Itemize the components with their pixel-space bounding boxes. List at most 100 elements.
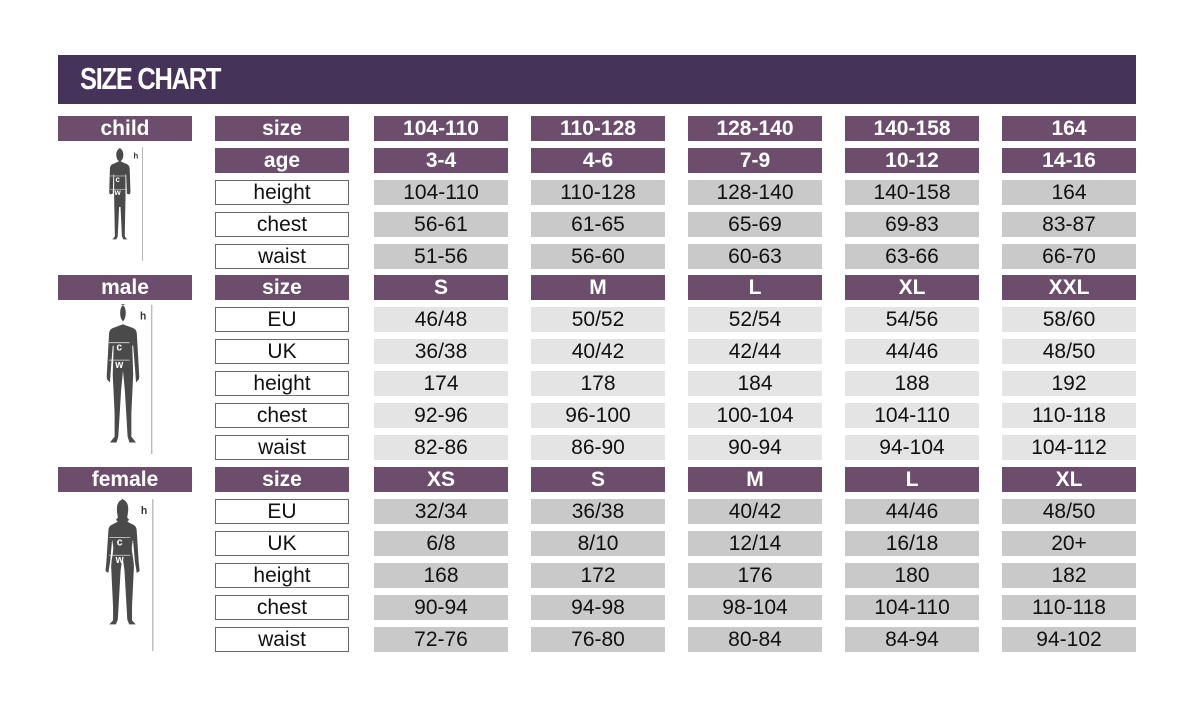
section-label-female: female: [58, 467, 192, 492]
chest-marker-label: c: [117, 536, 123, 548]
size-header-cell: S: [374, 275, 508, 300]
row-label-chest: chest: [215, 403, 349, 428]
value-cell: 184: [688, 371, 822, 396]
row-label-waist: waist: [215, 435, 349, 460]
value-cell: 98-104: [688, 595, 822, 620]
size-header-cell: M: [531, 275, 665, 300]
value-cell: 40/42: [688, 499, 822, 524]
value-cell: 8/10: [531, 531, 665, 556]
title-bar: SIZE CHART: [58, 55, 1136, 104]
size-header-cell: S: [531, 467, 665, 492]
size-header-cell: 140-158: [845, 116, 979, 141]
size-header-cell: 104-110: [374, 116, 508, 141]
value-cell: 36/38: [374, 339, 508, 364]
value-cell: 50/52: [531, 307, 665, 332]
value-cell: 32/34: [374, 499, 508, 524]
waist-marker-label: w: [114, 188, 122, 197]
size-header-cell: XL: [845, 275, 979, 300]
height-marker-label: h: [141, 505, 147, 517]
row-label-chest: chest: [215, 212, 349, 237]
value-cell: 60-63: [688, 244, 822, 269]
value-cell: 94-102: [1002, 627, 1136, 652]
size-header-cell: 10-12: [845, 148, 979, 173]
value-cell: 188: [845, 371, 979, 396]
value-cell: 86-90: [531, 435, 665, 460]
value-cell: 128-140: [688, 180, 822, 205]
value-cell: 178: [531, 371, 665, 396]
size-header-cell: 164: [1002, 116, 1136, 141]
value-cell: 52/54: [688, 307, 822, 332]
value-cell: 61-65: [531, 212, 665, 237]
waist-marker-label: w: [114, 360, 124, 371]
row-label-size: size: [215, 116, 349, 141]
value-cell: 56-61: [374, 212, 508, 237]
value-cell: 65-69: [688, 212, 822, 237]
row-label-height: height: [215, 371, 349, 396]
value-cell: 83-87: [1002, 212, 1136, 237]
height-marker-label: h: [133, 151, 138, 160]
value-cell: 76-80: [531, 627, 665, 652]
row-label-eu: EU: [215, 499, 349, 524]
size-header-cell: XL: [1002, 467, 1136, 492]
waist-marker-label: w: [115, 554, 125, 566]
value-cell: 90-94: [688, 435, 822, 460]
value-cell: 100-104: [688, 403, 822, 428]
value-cell: 48/50: [1002, 339, 1136, 364]
value-cell: 63-66: [845, 244, 979, 269]
row-label-waist: waist: [215, 627, 349, 652]
value-cell: 48/50: [1002, 499, 1136, 524]
value-cell: 110-128: [531, 180, 665, 205]
value-cell: 104-110: [374, 180, 508, 205]
value-cell: 66-70: [1002, 244, 1136, 269]
row-label-height: height: [215, 563, 349, 588]
value-cell: 140-158: [845, 180, 979, 205]
size-header-cell: 110-128: [531, 116, 665, 141]
value-cell: 6/8: [374, 531, 508, 556]
value-cell: 192: [1002, 371, 1136, 396]
row-label-size: size: [215, 275, 349, 300]
size-header-cell: L: [688, 275, 822, 300]
value-cell: 110-118: [1002, 595, 1136, 620]
value-cell: 44/46: [845, 499, 979, 524]
value-cell: 80-84: [688, 627, 822, 652]
female-silhouette-icon: h cw: [105, 498, 154, 652]
row-label-eu: EU: [215, 307, 349, 332]
row-label-age: age: [215, 148, 349, 173]
size-header-cell: 128-140: [688, 116, 822, 141]
page-title: SIZE CHART: [80, 61, 221, 96]
size-header-cell: L: [845, 467, 979, 492]
value-cell: 72-76: [374, 627, 508, 652]
value-cell: 44/46: [845, 339, 979, 364]
size-header-cell: 3-4: [374, 148, 508, 173]
size-header-cell: 7-9: [688, 148, 822, 173]
chest-marker-label: c: [116, 342, 122, 353]
value-cell: 16/18: [845, 531, 979, 556]
male-silhouette-icon: h cw: [106, 303, 153, 455]
value-cell: 104-110: [845, 403, 979, 428]
value-cell: 84-94: [845, 627, 979, 652]
row-label-waist: waist: [215, 244, 349, 269]
size-header-cell: 4-6: [531, 148, 665, 173]
value-cell: 82-86: [374, 435, 508, 460]
row-label-uk: UK: [215, 339, 349, 364]
value-cell: 96-100: [531, 403, 665, 428]
value-cell: 104-110: [845, 595, 979, 620]
section-label-child: child: [58, 116, 192, 141]
value-cell: 58/60: [1002, 307, 1136, 332]
value-cell: 94-98: [531, 595, 665, 620]
row-label-chest: chest: [215, 595, 349, 620]
height-marker-label: h: [140, 311, 146, 322]
value-cell: 51-56: [374, 244, 508, 269]
value-cell: 110-118: [1002, 403, 1136, 428]
value-cell: 12/14: [688, 531, 822, 556]
value-cell: 174: [374, 371, 508, 396]
value-cell: 36/38: [531, 499, 665, 524]
value-cell: 54/56: [845, 307, 979, 332]
value-cell: 94-104: [845, 435, 979, 460]
value-cell: 56-60: [531, 244, 665, 269]
value-cell: 92-96: [374, 403, 508, 428]
value-cell: 40/42: [531, 339, 665, 364]
value-cell: 168: [374, 563, 508, 588]
value-cell: 104-112: [1002, 435, 1136, 460]
value-cell: 164: [1002, 180, 1136, 205]
